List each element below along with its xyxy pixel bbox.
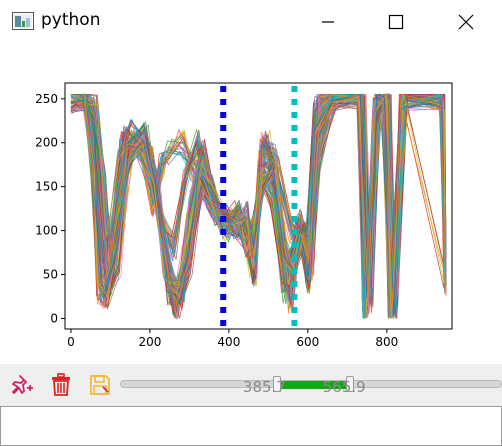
save-button[interactable] xyxy=(87,372,113,398)
matplotlib-figure-icon xyxy=(12,12,34,30)
x-tick-label: 600 xyxy=(296,335,319,349)
slider-handle-high[interactable] xyxy=(345,376,354,392)
window-title: python xyxy=(41,10,101,30)
range-markers xyxy=(220,86,298,327)
floppy-disk-icon xyxy=(90,375,110,395)
line-chart[interactable]: 0 200 400 600 800 0 50 100 150 200 250 xyxy=(0,44,502,364)
slider-low-value: 385.7 xyxy=(242,378,286,396)
series-lines xyxy=(70,92,447,320)
figure-canvas[interactable]: 0 200 400 600 800 0 50 100 150 200 250 xyxy=(0,44,502,364)
axes-frame xyxy=(64,82,453,330)
status-bar xyxy=(0,406,502,446)
axis-ticks: 0 200 400 600 800 0 50 100 150 200 250 xyxy=(35,92,398,349)
y-tick-label: 200 xyxy=(35,136,58,150)
y-tick-label: 250 xyxy=(35,92,58,106)
y-tick-label: 0 xyxy=(50,311,58,325)
minimize-button[interactable] xyxy=(306,6,350,38)
close-icon xyxy=(458,14,474,30)
trash-icon xyxy=(52,373,70,396)
x-tick-label: 0 xyxy=(67,335,75,349)
range-slider[interactable] xyxy=(120,376,502,392)
series-line xyxy=(70,93,447,310)
title-bar: python xyxy=(0,0,502,44)
minimize-icon xyxy=(322,21,334,23)
x-tick-label: 200 xyxy=(138,335,161,349)
slider-selected-range xyxy=(275,381,349,389)
maximize-icon xyxy=(388,14,404,30)
series-line xyxy=(71,94,447,319)
delete-button[interactable] xyxy=(48,372,74,398)
x-tick-label: 400 xyxy=(217,335,240,349)
maximize-button[interactable] xyxy=(374,6,418,38)
slider-handle-low[interactable] xyxy=(272,376,281,392)
slider-high-value: 565.9 xyxy=(322,378,366,396)
pin-plus-icon xyxy=(12,375,33,394)
y-tick-label: 100 xyxy=(35,224,58,238)
x-tick-label: 800 xyxy=(375,335,398,349)
y-tick-label: 50 xyxy=(43,268,58,282)
y-tick-label: 150 xyxy=(35,180,58,194)
close-button[interactable] xyxy=(444,6,488,38)
add-point-button[interactable] xyxy=(9,372,35,398)
